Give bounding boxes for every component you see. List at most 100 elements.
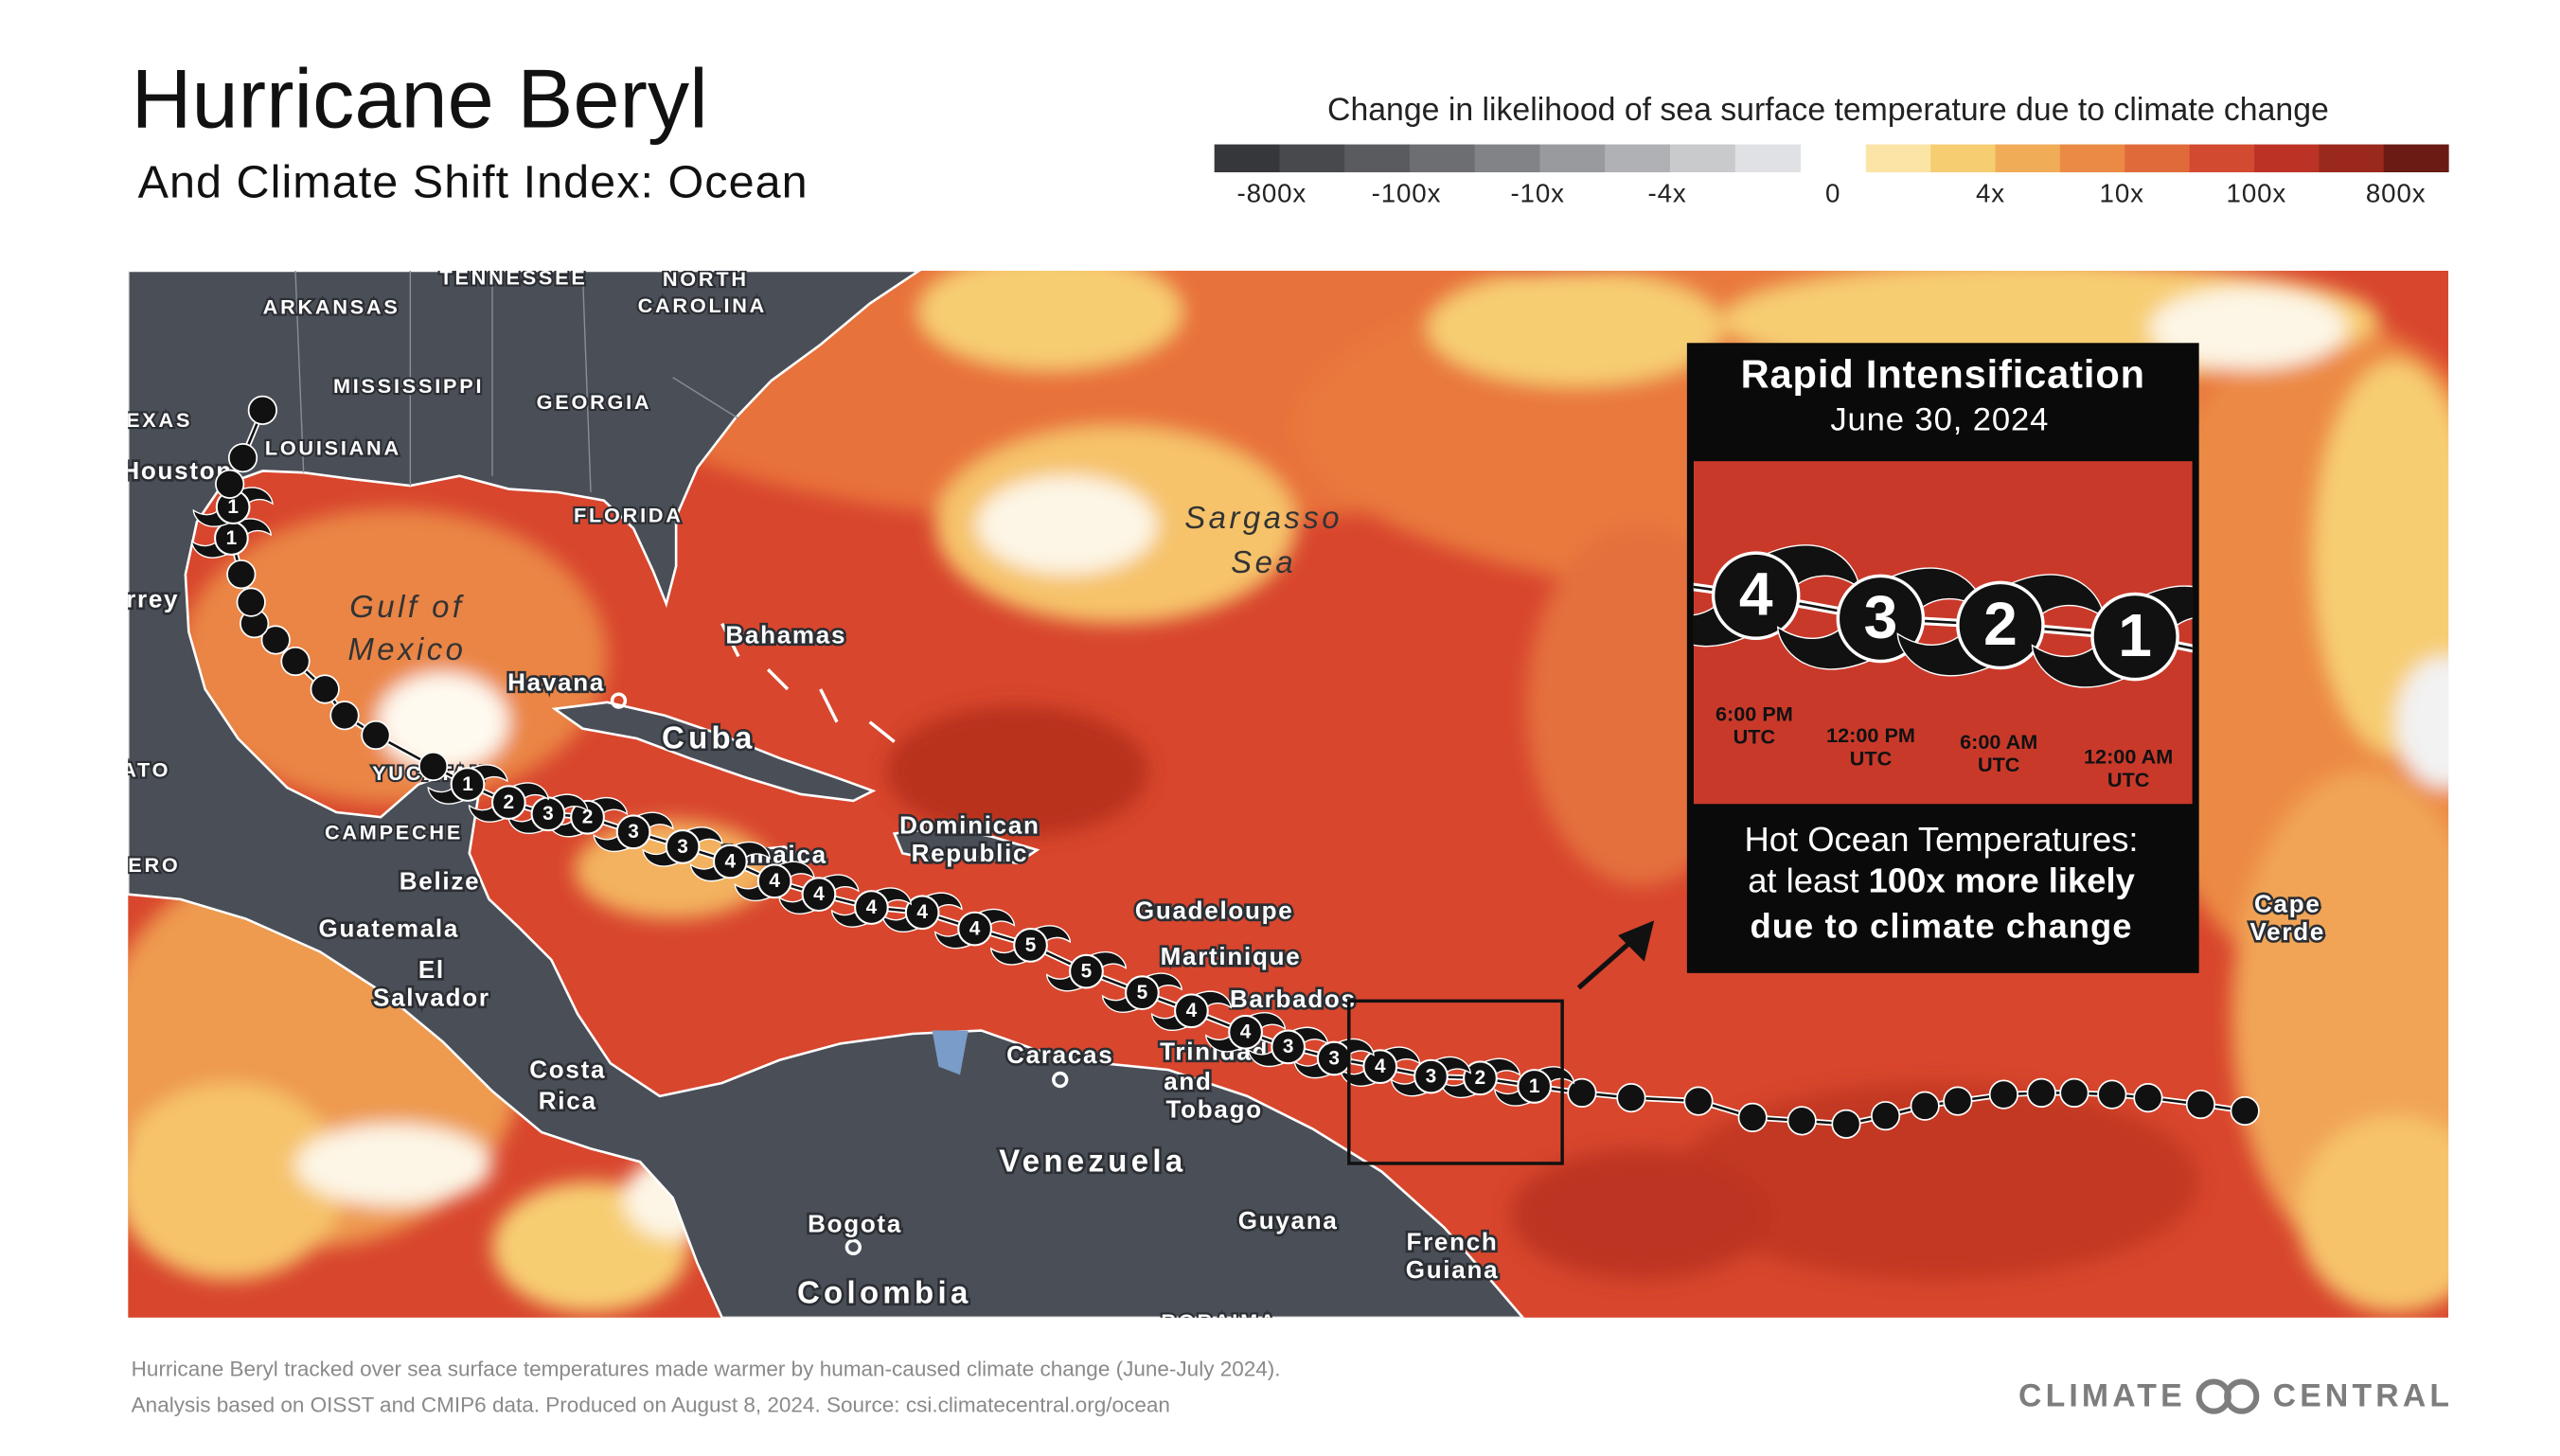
track-point [1567, 1077, 1597, 1109]
category-label: 3 [677, 836, 688, 858]
track-point [665, 829, 701, 864]
legend-swatch [1995, 144, 2061, 173]
category-label: 1 [226, 527, 238, 549]
map-label: RORAIMA [1161, 1309, 1277, 1333]
legend-swatch [2059, 144, 2125, 173]
land-hispaniola [892, 826, 1040, 865]
map-label: Dominican [899, 810, 1040, 839]
category-label: 2 [582, 807, 594, 828]
map-label: Venezuela [999, 1144, 1186, 1179]
track-point [756, 863, 792, 899]
hurricane-arms [1045, 950, 1127, 992]
inset-caption: Hot Ocean Temperatures: [1745, 820, 2139, 859]
legend-swatch [1344, 144, 1411, 173]
track-point [260, 625, 291, 655]
map-label: CAMPECHE [325, 820, 463, 843]
bogota-marker [844, 1238, 862, 1256]
inset-category: 4 [1739, 560, 1773, 629]
track-point [854, 890, 889, 925]
arrow-shaft [1576, 936, 1637, 990]
legend-swatch [1214, 144, 1280, 173]
hurricane-arms [1205, 1012, 1287, 1053]
track-point [2230, 1095, 2260, 1127]
legend-swatch [2319, 144, 2385, 173]
subtitle: And Climate Shift Index: Ocean [138, 157, 809, 208]
map-label: Havana [507, 668, 605, 697]
highlight-box [1347, 999, 1564, 1165]
legend-swatch [1409, 144, 1476, 173]
hurricane-arms [830, 887, 912, 928]
map-label: rrey [126, 584, 179, 613]
inset-category: 2 [1983, 590, 2018, 658]
legend-label: -100x [1372, 179, 1442, 208]
storm-track: 1 2 3 4 3 3 4 4 5 5 5 4 4 4 4 4 4 3 3 2 3 2 1 1 1 [190, 395, 2260, 1139]
legend-label: 4x [1976, 179, 2005, 208]
track-point [2026, 1077, 2056, 1109]
track-point [1871, 1101, 1901, 1131]
track-point [904, 895, 940, 931]
category-label: 3 [1426, 1065, 1437, 1087]
map-label: TENNESSEE [439, 265, 587, 289]
track-point [570, 799, 605, 835]
track-point [1228, 1014, 1263, 1050]
inset-caption: due to climate change [1751, 907, 2133, 946]
legend-label: -10x [1510, 179, 1564, 208]
land-americas [128, 271, 1525, 1318]
inset-caption-bold: 100x more likely [1869, 861, 2136, 899]
category-label: 1 [462, 773, 473, 795]
arrow-head [1618, 920, 1655, 962]
hurricane-arms [593, 811, 674, 853]
map-label: ARKANSAS [263, 295, 400, 319]
category-label: 4 [969, 917, 981, 939]
map-label: Mexico [347, 631, 466, 666]
category-label: 1 [1529, 1075, 1540, 1097]
track-point [329, 701, 360, 731]
hurricane-arms [468, 782, 549, 823]
category-label: 5 [1025, 934, 1037, 956]
legend-swatch [2189, 144, 2255, 173]
category-label: 4 [866, 897, 878, 918]
track-point [1362, 1049, 1398, 1085]
land-cuba [551, 701, 877, 803]
legend-swatch [1474, 144, 1540, 173]
legend-swatch [2124, 144, 2191, 173]
legend-swatch [1734, 144, 1801, 173]
map-label: CAROLINA [638, 293, 767, 317]
legend-swatch [1539, 144, 1606, 173]
legend-label: 10x [2100, 179, 2144, 208]
hurricane-arms [934, 908, 1016, 950]
map-label: Sea [1231, 544, 1296, 579]
title: Hurricane Beryl [132, 51, 708, 145]
hurricane-arms [1150, 990, 1232, 1031]
map-label: and [1164, 1067, 1212, 1095]
inset-category: 3 [1864, 583, 1898, 651]
inset-timezone: UTC [1978, 753, 2020, 776]
hurricane-arms [2031, 585, 2193, 688]
hurricane-arms [1101, 972, 1182, 1013]
inset-title: Rapid Intensification [1741, 352, 2145, 397]
map-label: Bahamas [725, 620, 846, 648]
track-point [418, 751, 449, 782]
track-point [1910, 1091, 1940, 1121]
hurricane-arms [192, 487, 274, 527]
track-point [1413, 1058, 1449, 1094]
track-point [1271, 1029, 1307, 1065]
category-label: 3 [1283, 1036, 1294, 1057]
map-label: Barbados [1230, 985, 1357, 1013]
map-label: Guadeloupe [1135, 897, 1294, 925]
inset-timezone: UTC [1850, 746, 1893, 770]
map-label: Guiana [1406, 1255, 1500, 1284]
footer-line: Hurricane Beryl tracked over sea surface… [132, 1357, 1281, 1380]
land-bahamas [720, 622, 896, 743]
map-label: Guatemala [319, 914, 460, 943]
map-label: Sargasso [1184, 500, 1342, 535]
category-label: 4 [1375, 1056, 1386, 1077]
track-point [227, 443, 258, 473]
track-point [361, 719, 391, 751]
map-label: Tobago [1165, 1094, 1262, 1123]
inset: Rapid Intensification June 30, 2024 4 6:0… [1686, 343, 2199, 973]
